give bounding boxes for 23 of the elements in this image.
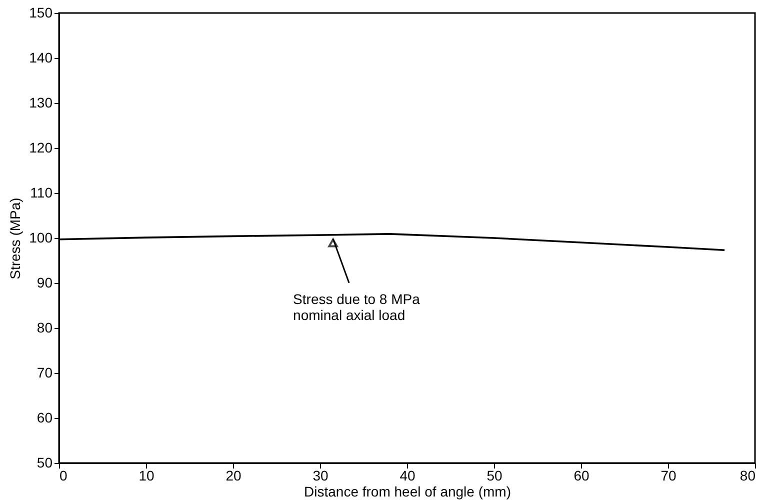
x-axis-title: Distance from heel of angle (mm) — [304, 484, 511, 500]
y-tick-label: 70 — [36, 364, 53, 380]
y-axis-title: Stress (MPa) — [7, 198, 24, 280]
x-tick-label: 70 — [660, 468, 676, 484]
y-tick-label: 80 — [36, 320, 53, 336]
x-tick-label: 20 — [226, 468, 242, 484]
y-tick-label: 150 — [29, 4, 53, 20]
y-tick-label: 130 — [29, 94, 53, 110]
x-tick-label: 40 — [400, 468, 416, 484]
x-tick-label: 80 — [740, 468, 756, 484]
y-tick-label: 50 — [36, 454, 53, 470]
y-tick-label: 110 — [30, 184, 53, 200]
y-tick-label: 140 — [29, 50, 53, 66]
y-tick-label: 100 — [29, 230, 53, 246]
y-tick-label: 60 — [36, 410, 53, 426]
y-tick-label: 120 — [29, 140, 53, 156]
x-tick-label: 10 — [138, 468, 154, 484]
x-tick-label: 60 — [574, 468, 590, 484]
annotation: Stress due to 8 MPa nominal axial load — [293, 290, 420, 323]
y-tick-label: 90 — [36, 274, 53, 290]
x-tick-label: 30 — [312, 468, 328, 484]
x-tick-label: 50 — [486, 468, 502, 484]
x-tick-label: 0 — [60, 468, 68, 484]
